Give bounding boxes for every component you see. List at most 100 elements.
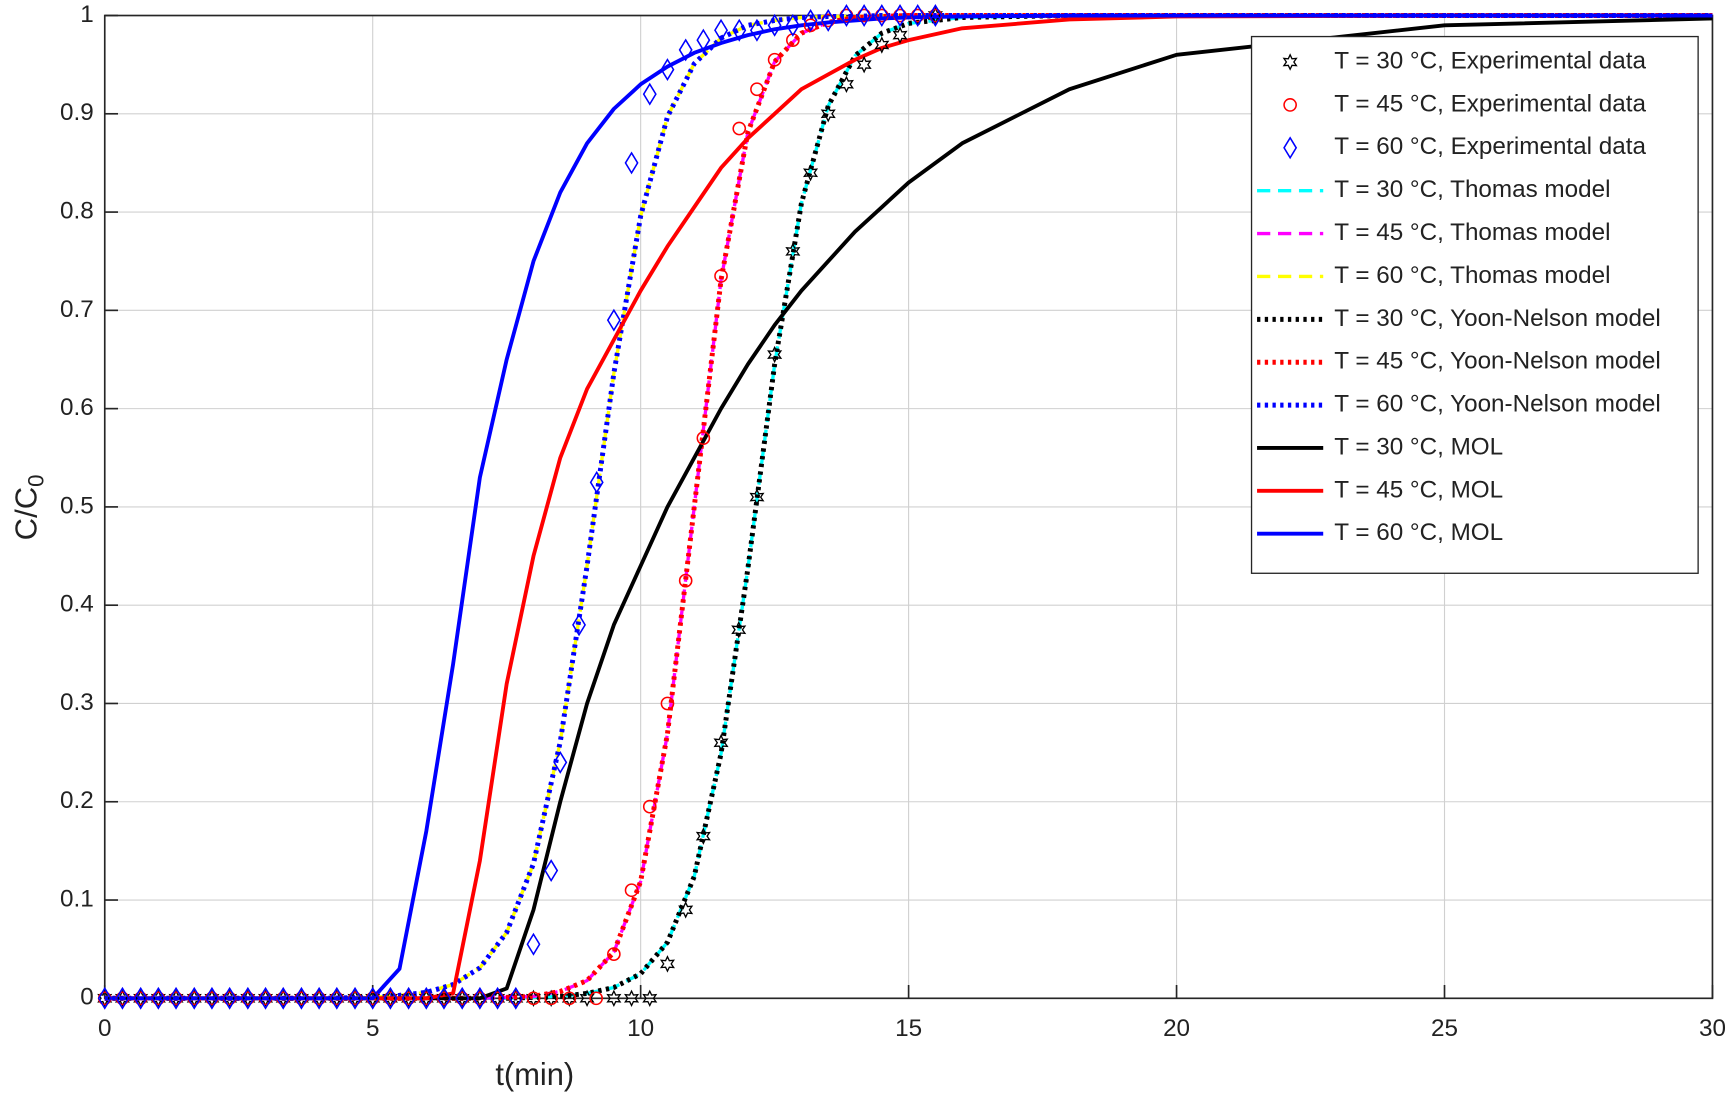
legend-label: T = 45 °C, Yoon-Nelson model [1334, 348, 1661, 375]
marker [187, 986, 202, 1010]
x-tick-label: 5 [366, 1015, 379, 1042]
marker [436, 989, 452, 1008]
marker [874, 36, 890, 54]
marker [168, 989, 184, 1008]
legend-label: T = 30 °C, MOL [1334, 433, 1503, 460]
y-tick-label: 0.5 [60, 492, 94, 519]
marker [642, 799, 657, 814]
marker [839, 4, 854, 27]
y-axis-label-text: C/C [9, 487, 44, 540]
marker [678, 38, 693, 62]
marker [856, 55, 872, 74]
x-tick-label: 15 [895, 1015, 922, 1042]
marker [606, 989, 622, 1008]
marker [329, 989, 345, 1008]
marker [544, 991, 558, 1006]
marker [401, 989, 417, 1008]
x-tick-label: 25 [1431, 1015, 1458, 1042]
y-tick-label: 0.7 [60, 296, 94, 323]
legend-label: T = 45 °C, Thomas model [1334, 219, 1610, 246]
marker [802, 164, 819, 182]
marker [607, 947, 621, 961]
marker [543, 989, 559, 1008]
marker [857, 4, 872, 27]
y-axis-label: C/C0 [9, 475, 48, 541]
marker [821, 8, 836, 32]
marker [151, 986, 166, 1010]
marker [803, 8, 818, 32]
marker [508, 986, 523, 1010]
marker [767, 13, 782, 37]
marker [472, 986, 487, 1010]
marker [820, 105, 836, 123]
legend-label: T = 45 °C, Experimental data [1334, 90, 1646, 117]
marker [222, 986, 237, 1010]
legend-label: T = 60 °C, Experimental data [1334, 133, 1646, 160]
marker [508, 989, 524, 1008]
marker [115, 986, 130, 1010]
legend-marker [1283, 136, 1298, 160]
marker [97, 986, 112, 1010]
marker [418, 989, 434, 1008]
legend-box [1250, 35, 1699, 574]
marker [204, 986, 219, 1010]
marker [767, 345, 783, 364]
marker [838, 75, 854, 94]
marker [525, 989, 542, 1008]
marker [553, 750, 568, 774]
marker [472, 989, 488, 1008]
marker [240, 989, 256, 1008]
legend-label: T = 60 °C, Thomas model [1334, 262, 1610, 289]
marker [365, 989, 381, 1008]
x-tick-label: 30 [1699, 1015, 1726, 1042]
marker [275, 989, 291, 1008]
marker [526, 932, 541, 956]
series-line [104, 13, 1713, 1001]
marker [749, 488, 765, 506]
marker [562, 991, 577, 1006]
y-tick-label: 0.8 [60, 197, 94, 224]
marker [347, 989, 363, 1008]
legend-label: T = 60 °C, MOL [1334, 519, 1503, 546]
series-line [104, 13, 1713, 1001]
y-tick-label: 0.9 [60, 99, 94, 126]
marker [114, 989, 130, 1008]
marker [732, 121, 747, 136]
marker [731, 621, 747, 639]
marker [642, 82, 657, 106]
marker [624, 883, 639, 898]
y-axis-label-subscript: 0 [23, 475, 48, 487]
x-tick-label: 10 [627, 1015, 654, 1042]
y-tick-label: 0.3 [60, 689, 94, 716]
legend-label: T = 30 °C, Experimental data [1334, 47, 1646, 74]
marker [222, 989, 238, 1008]
marker [606, 308, 621, 332]
y-tick-label: 0.2 [60, 787, 94, 814]
marker [713, 734, 729, 752]
marker [749, 18, 764, 42]
marker [696, 431, 711, 445]
legend-marker [1283, 98, 1297, 112]
marker [659, 955, 675, 973]
x-tick-label: 0 [98, 1015, 111, 1042]
marker [660, 696, 675, 711]
y-tick-label: 0 [80, 984, 93, 1011]
marker [910, 4, 925, 27]
marker [544, 859, 559, 883]
marker [892, 26, 908, 44]
marker [454, 989, 470, 1008]
marker [365, 986, 380, 1010]
marker [714, 269, 728, 283]
marker [750, 82, 764, 97]
marker [312, 986, 327, 1010]
marker [293, 989, 309, 1008]
marker [696, 28, 711, 52]
marker [589, 470, 604, 494]
series-line [104, 13, 1713, 1001]
marker [150, 989, 166, 1008]
marker [785, 242, 801, 261]
marker [732, 18, 747, 42]
marker [893, 4, 908, 27]
marker [419, 986, 434, 1010]
